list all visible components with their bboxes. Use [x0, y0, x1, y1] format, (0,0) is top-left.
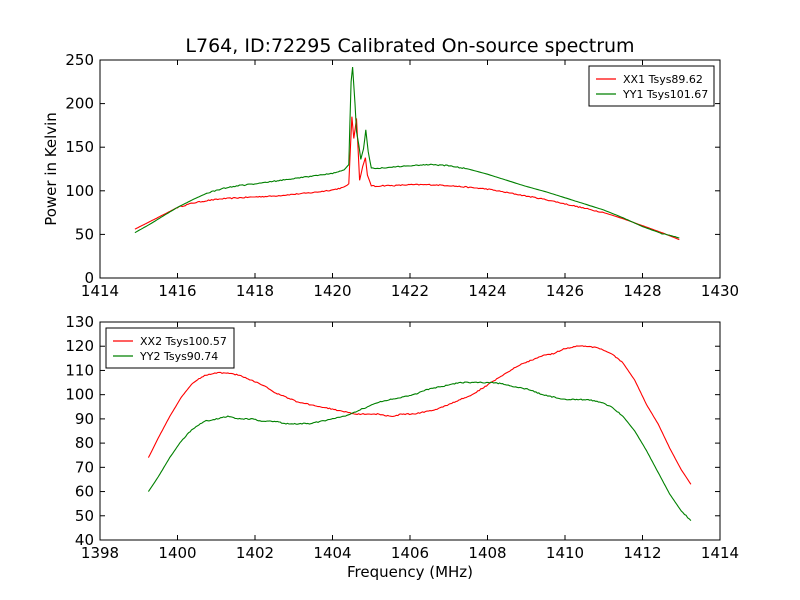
legend-label: YY1 Tsys101.67	[622, 88, 708, 101]
x-tick-label: 1430	[701, 282, 739, 300]
legend: XX1 Tsys89.62 YY1 Tsys101.67	[588, 65, 715, 107]
x-tick-label: 1420	[313, 282, 351, 300]
y-tick-label: 50	[75, 225, 94, 243]
series-line-1	[134, 116, 680, 241]
y-tick-label: 40	[75, 531, 94, 549]
x-tick-label: 1428	[623, 282, 661, 300]
x-tick-label: 1426	[546, 282, 584, 300]
y-tick-label: 120	[65, 337, 94, 355]
figure-title: L764, ID:72295 Calibrated On-source spec…	[185, 35, 634, 57]
x-tick-label: 1404	[313, 544, 351, 562]
x-tick-label: 1406	[391, 544, 429, 562]
x-tick-label: 1416	[158, 282, 196, 300]
x-tick-label: 1408	[468, 544, 506, 562]
legend-label: XX1 Tsys89.62	[623, 73, 703, 86]
x-axis-label: Frequency (MHz)	[347, 563, 473, 581]
x-tick-label: 1422	[391, 282, 429, 300]
series-line-2	[147, 381, 692, 521]
y-tick-label: 70	[75, 458, 94, 476]
y-tick-label: 60	[75, 483, 94, 501]
legend-box	[588, 65, 715, 107]
x-tick-label: 1418	[236, 282, 274, 300]
series-line-2	[134, 66, 680, 239]
x-tick-label: 1412	[623, 544, 661, 562]
y-tick-label: 100	[65, 182, 94, 200]
y-tick-label: 250	[65, 51, 94, 69]
y-tick-label: 50	[75, 507, 94, 525]
lower-spectrum-plot: 1398 1400 1402 1404 1406 1408 1410 1412 1414 40 50…	[65, 313, 739, 581]
x-tick-label: 1402	[236, 544, 274, 562]
x-tick-label: 1414	[701, 544, 739, 562]
x-tick-label: 1398	[81, 544, 119, 562]
y-tick-label: 80	[75, 434, 94, 452]
y-tick-label: 130	[65, 313, 94, 331]
legend-label: YY2 Tsys90.74	[139, 350, 218, 363]
x-tick-label: 1414	[81, 282, 119, 300]
y-tick-label: 200	[65, 95, 94, 113]
y-tick-label: 150	[65, 138, 94, 156]
upper-spectrum-plot: 1414 1416 1418 1420 1422 1424 1426 1428 1430 0 50 1…	[42, 51, 739, 300]
y-axis-label: Power in Kelvin	[42, 112, 60, 226]
y-tick-label: 0	[84, 269, 94, 287]
legend-label: XX2 Tsys100.57	[140, 335, 227, 348]
y-tick-label: 100	[65, 386, 94, 404]
y-tick-label: 110	[65, 361, 94, 379]
x-tick-label: 1424	[468, 282, 506, 300]
x-tick-label: 1400	[158, 544, 196, 562]
legend: XX2 Tsys100.57 YY2 Tsys90.74	[105, 327, 235, 369]
series-line-1	[147, 345, 692, 485]
y-tick-label: 90	[75, 410, 94, 428]
legend-box	[105, 327, 235, 369]
x-tick-label: 1410	[546, 544, 584, 562]
